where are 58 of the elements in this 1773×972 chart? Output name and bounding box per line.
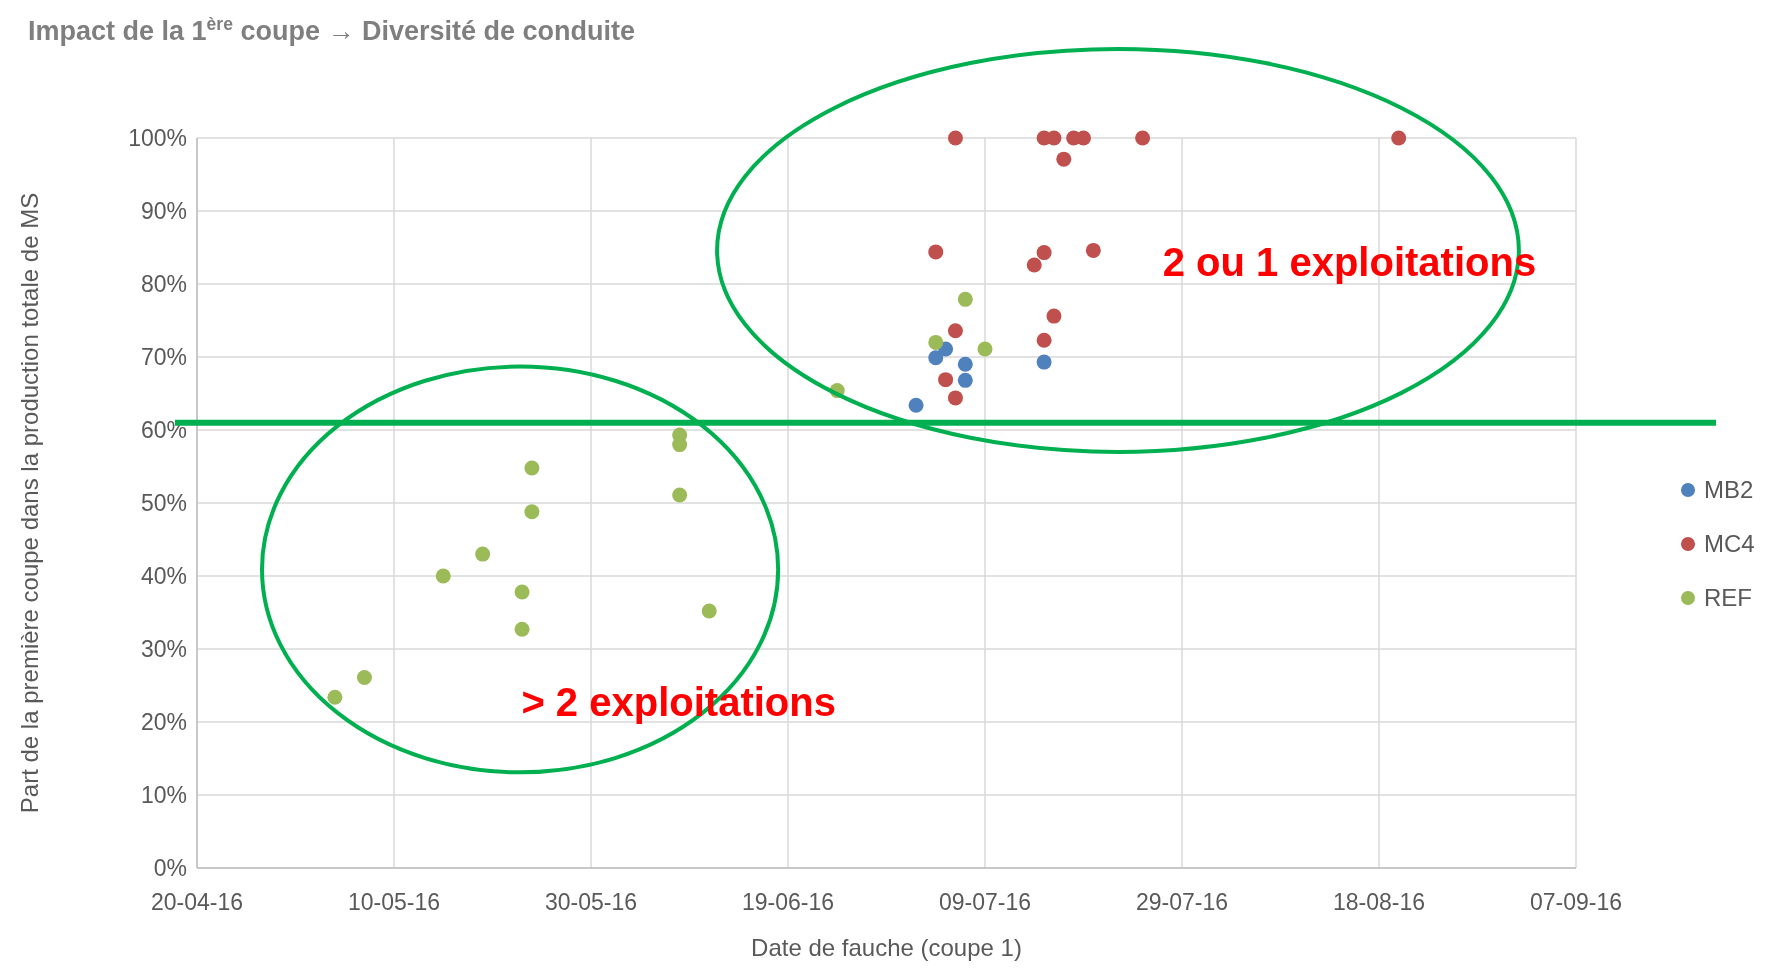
point — [938, 372, 954, 388]
point — [908, 397, 924, 413]
y-tick-label: 20% — [140, 709, 187, 736]
y-tick-label: 100% — [128, 125, 187, 152]
legend-label: MB2 — [1704, 476, 1754, 504]
chart-title: Impact de la 1$^{ère}$ coupe → Diversité de conduite — [28, 14, 635, 46]
point — [475, 546, 491, 562]
point — [327, 689, 343, 705]
point — [356, 669, 372, 685]
point — [928, 350, 944, 366]
y-tick-label: 90% — [140, 198, 187, 225]
point — [1026, 257, 1042, 273]
x-tick-label: 10-05-16 — [347, 889, 441, 915]
point — [1036, 354, 1052, 370]
y-tick-label: 0% — [153, 855, 187, 882]
y-tick-label: 60% — [140, 417, 187, 444]
point — [1085, 242, 1101, 258]
x-axis-title: Date de fauche (coupe 1) — [751, 934, 1022, 961]
point — [514, 584, 530, 600]
y-tick-label: 50% — [140, 490, 187, 517]
point — [1076, 130, 1091, 146]
y-tick-label: 10% — [140, 782, 187, 809]
point — [1056, 151, 1072, 167]
point — [1046, 308, 1062, 324]
point — [435, 568, 451, 584]
legend-label: MC4 — [1704, 530, 1755, 558]
point — [977, 341, 993, 357]
point — [1135, 130, 1151, 146]
point — [957, 372, 973, 388]
point — [672, 437, 688, 453]
point — [928, 244, 944, 260]
point — [524, 504, 540, 520]
point — [947, 323, 963, 339]
x-tick-label: 09-07-16 — [938, 889, 1032, 915]
point — [524, 460, 540, 476]
point — [1391, 130, 1407, 146]
y-tick-label: 40% — [140, 563, 187, 590]
x-tick-label: 19-06-16 — [741, 889, 835, 915]
point — [957, 356, 973, 372]
point — [947, 390, 963, 406]
point — [514, 621, 530, 637]
point — [947, 130, 963, 146]
x-tick-label: 29-07-16 — [1135, 889, 1229, 915]
point — [928, 334, 944, 350]
y-tick-label: 80% — [140, 271, 187, 298]
point — [1036, 332, 1052, 348]
y-axis-title: Part de la première coupe dans la production totale de MS — [16, 192, 43, 814]
point — [701, 603, 717, 619]
x-tick-label: 30-05-16 — [544, 889, 638, 915]
point — [1036, 245, 1052, 261]
point — [672, 487, 688, 503]
y-tick-label: 30% — [140, 636, 187, 663]
x-tick-label: 18-08-16 — [1332, 889, 1426, 915]
legend-label: REF — [1704, 584, 1752, 612]
point — [957, 291, 973, 307]
y-tick-label: 70% — [140, 344, 187, 371]
x-tick-label: 07-09-16 — [1529, 889, 1623, 915]
x-tick-label: 20-04-16 — [150, 889, 244, 915]
